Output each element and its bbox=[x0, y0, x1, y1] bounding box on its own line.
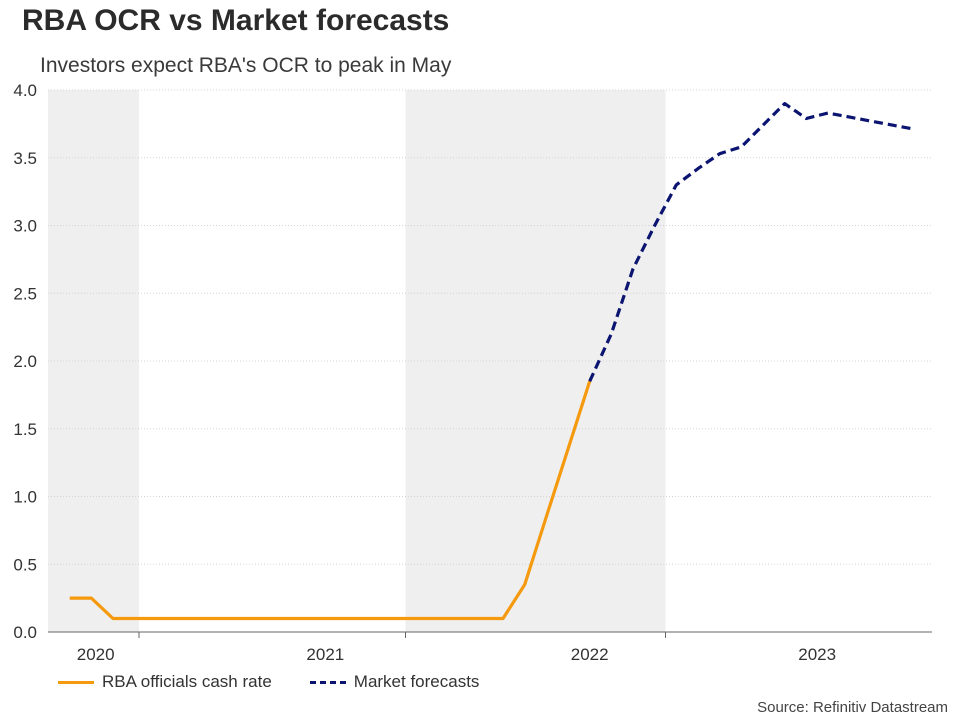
y-tick-label-0: 0.0 bbox=[13, 623, 37, 642]
y-tick-label-3: 1.5 bbox=[13, 420, 37, 439]
y-tick-label-2: 1.0 bbox=[13, 488, 37, 507]
legend-item-cash-rate: RBA officials cash rate bbox=[58, 672, 272, 692]
y-tick-label-1: 0.5 bbox=[13, 555, 37, 574]
legend-label-market-forecasts: Market forecasts bbox=[353, 672, 480, 691]
x-tick-label-2022: 2022 bbox=[571, 645, 609, 664]
source-note: Source: Refinitiv Datastream bbox=[757, 699, 948, 716]
legend: RBA officials cash rate Market forecasts bbox=[58, 672, 517, 692]
legend-label-cash-rate: RBA officials cash rate bbox=[102, 672, 272, 691]
y-tick-label-6: 3.0 bbox=[13, 217, 37, 236]
y-tick-label-8: 4.0 bbox=[13, 81, 37, 100]
legend-swatch-cash-rate bbox=[58, 680, 94, 684]
series-line-cash-rate bbox=[69, 380, 592, 621]
legend-item-market-forecasts: Market forecasts bbox=[309, 672, 480, 692]
legend-swatch-market-forecasts bbox=[309, 680, 346, 684]
y-tick-label-5: 2.5 bbox=[13, 284, 37, 303]
chart-subtitle: Investors expect RBA's OCR to peak in Ma… bbox=[40, 54, 452, 77]
x-tick-label-2020: 2020 bbox=[77, 645, 115, 664]
shaded-band-1 bbox=[405, 90, 666, 632]
series-line-market-forecasts bbox=[588, 102, 915, 382]
chart-title: RBA OCR vs Market forecasts bbox=[22, 4, 450, 37]
y-tick-label-7: 3.5 bbox=[13, 149, 37, 168]
y-tick-label-4: 2.0 bbox=[13, 352, 37, 371]
x-tick-label-2023: 2023 bbox=[798, 645, 836, 664]
x-tick-label-2021: 2021 bbox=[306, 645, 344, 664]
